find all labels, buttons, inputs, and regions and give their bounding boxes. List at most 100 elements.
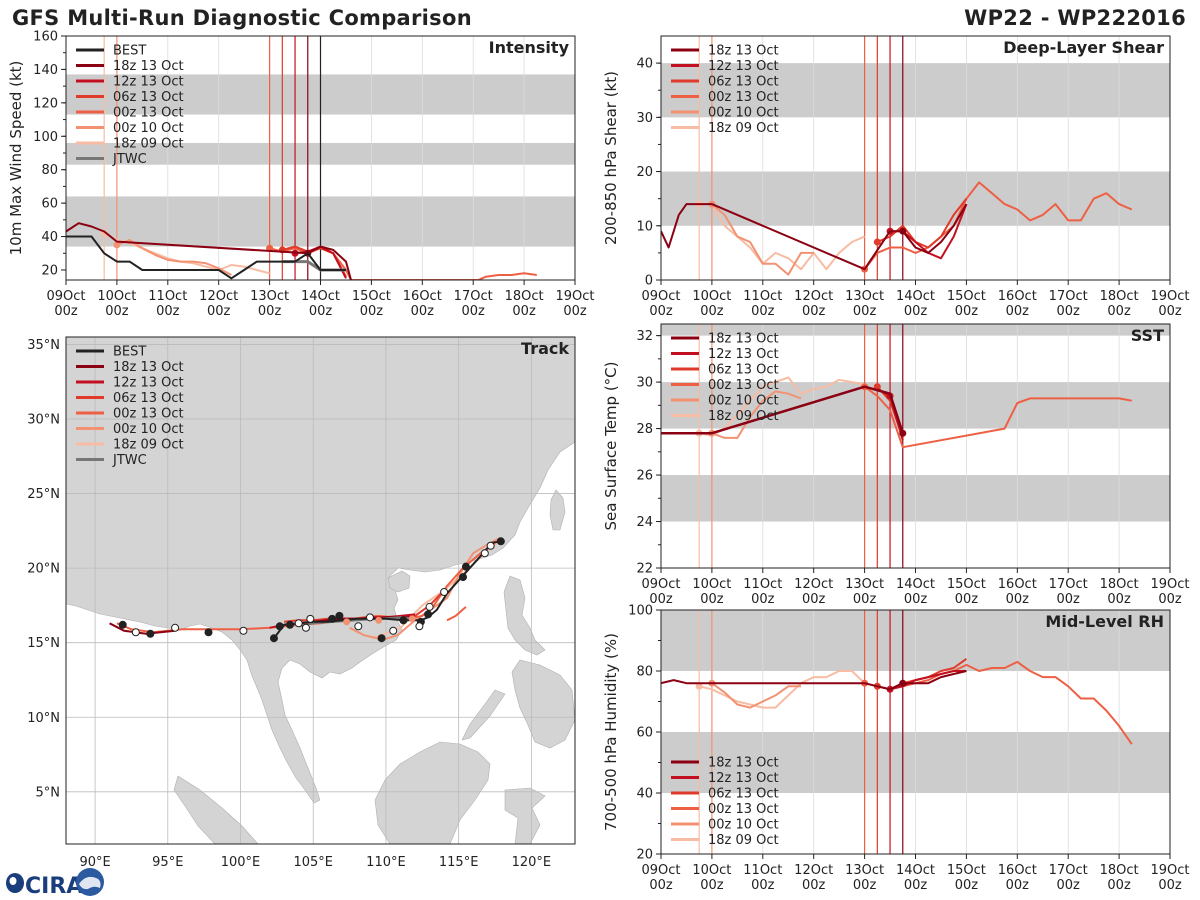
page-title: GFS Multi-Run Diagnostic Comparison xyxy=(12,6,472,30)
x-tick-sublabel: 00z xyxy=(955,304,979,319)
y-tick-label: 160 xyxy=(33,30,58,45)
series-marker xyxy=(899,679,907,687)
track-marker xyxy=(408,615,416,623)
best-track-marker xyxy=(306,614,315,623)
series-line xyxy=(698,670,866,709)
y-tick-label: 24 xyxy=(636,515,653,530)
x-tick-label: 19Oct xyxy=(555,289,594,304)
x-tick-label: 16Oct xyxy=(998,289,1037,304)
y-tick-label: 30°N xyxy=(27,413,60,428)
x-tick-sublabel: 00z xyxy=(751,878,775,893)
series-marker xyxy=(873,238,881,246)
x-tick-label: 09Oct xyxy=(46,289,85,304)
x-tick-label: 11Oct xyxy=(148,289,187,304)
x-tick-sublabel: 00z xyxy=(802,304,826,319)
best-track-marker xyxy=(365,613,374,622)
track-line xyxy=(298,616,416,628)
x-tick-label: 13Oct xyxy=(845,289,884,304)
legend-label: 00z 13 Oct xyxy=(708,802,779,817)
y-tick-label: 140 xyxy=(33,63,58,78)
y-tick-label: 100 xyxy=(33,130,58,145)
legend-label: JTWC xyxy=(112,152,147,167)
series-line xyxy=(661,203,968,271)
legend-label: BEST xyxy=(113,345,146,360)
x-tick-label: 09Oct xyxy=(641,577,680,592)
x-tick-label: 14Oct xyxy=(896,577,935,592)
map-land xyxy=(66,337,575,844)
x-tick-sublabel: 00z xyxy=(1057,592,1081,607)
best-track-marker xyxy=(328,614,337,623)
x-tick-label: 15Oct xyxy=(947,863,986,878)
y-tick-label: 35°N xyxy=(27,338,60,353)
x-tick-sublabel: 00z xyxy=(853,878,877,893)
series-marker xyxy=(899,227,907,235)
x-tick-label: 15Oct xyxy=(947,289,986,304)
x-tick-sublabel: 00z xyxy=(802,878,826,893)
x-tick-sublabel: 00z xyxy=(105,304,129,319)
series-line xyxy=(711,682,801,709)
legend-label: 00z 10 Oct xyxy=(708,106,779,121)
panel-title: Deep-Layer Shear xyxy=(1003,38,1164,57)
x-tick-label: 11Oct xyxy=(743,289,782,304)
best-track-marker xyxy=(425,602,434,611)
series-line xyxy=(876,198,968,249)
x-tick-sublabel: 00z xyxy=(258,304,282,319)
x-tick-label: 17Oct xyxy=(454,289,493,304)
x-tick-label: 16Oct xyxy=(998,863,1037,878)
x-tick-label: 14Oct xyxy=(301,289,340,304)
x-tick-sublabel: 00z xyxy=(1107,304,1131,319)
best-track-marker xyxy=(285,620,294,629)
sumatra-island xyxy=(173,775,259,844)
x-tick-label: 10Oct xyxy=(692,289,731,304)
series-line xyxy=(116,238,232,276)
best-track-marker xyxy=(131,628,140,637)
x-tick-label: 16Oct xyxy=(403,289,442,304)
legend-label: 00z 13 Oct xyxy=(708,378,779,393)
legend-label: 00z 13 Oct xyxy=(113,407,184,422)
legend-label: 00z 10 Oct xyxy=(113,121,184,136)
y-axis-label: 10m Max Wind Speed (kt) xyxy=(7,61,25,256)
x-tick-sublabel: 00z xyxy=(751,592,775,607)
taiwan-island xyxy=(549,489,566,531)
best-track-marker xyxy=(480,549,489,558)
y-tick-label: 0 xyxy=(645,274,653,289)
series-line xyxy=(711,203,814,276)
best-track-marker xyxy=(335,611,344,620)
y-tick-label: 30 xyxy=(636,376,653,391)
storm-id: WP22 - WP222016 xyxy=(964,6,1186,30)
y-tick-label: 20°N xyxy=(27,562,60,577)
x-tick-label: 12Oct xyxy=(794,863,833,878)
series-line xyxy=(269,247,537,280)
legend-label: 18z 09 Oct xyxy=(708,833,779,848)
legend-label: 18z 09 Oct xyxy=(113,137,184,152)
legend-label: 12z 13 Oct xyxy=(708,347,779,362)
x-tick-label: 12Oct xyxy=(199,289,238,304)
series-marker xyxy=(695,682,703,690)
x-tick-sublabel: 00z xyxy=(207,304,231,319)
legend-label: 18z 09 Oct xyxy=(113,438,184,453)
borneo-island xyxy=(374,741,491,844)
legend-label: 00z 13 Oct xyxy=(708,90,779,105)
plot-area-rh xyxy=(661,610,1170,854)
best-track-marker xyxy=(354,622,363,631)
y-tick-label: 5°N xyxy=(36,785,61,800)
x-tick-label: 16Oct xyxy=(998,577,1037,592)
x-tick-sublabel: 00z xyxy=(904,878,928,893)
best-track-marker xyxy=(118,620,127,629)
x-tick-label: 105°E xyxy=(293,855,333,870)
x-tick-label: 120°E xyxy=(512,855,552,870)
best-track-marker xyxy=(399,616,408,625)
x-tick-label: 13Oct xyxy=(250,289,289,304)
y-tick-label: 22 xyxy=(636,562,653,577)
legend-label: 18z 13 Oct xyxy=(708,332,779,347)
y-tick-label: 32 xyxy=(636,329,653,344)
plot-area-sst xyxy=(661,324,1170,568)
x-tick-label: 11Oct xyxy=(743,863,782,878)
x-tick-sublabel: 00z xyxy=(700,878,724,893)
x-tick-sublabel: 00z xyxy=(1107,878,1131,893)
y-tick-label: 80 xyxy=(636,665,653,680)
y-tick-label: 10 xyxy=(636,219,653,234)
x-tick-label: 15Oct xyxy=(947,577,986,592)
